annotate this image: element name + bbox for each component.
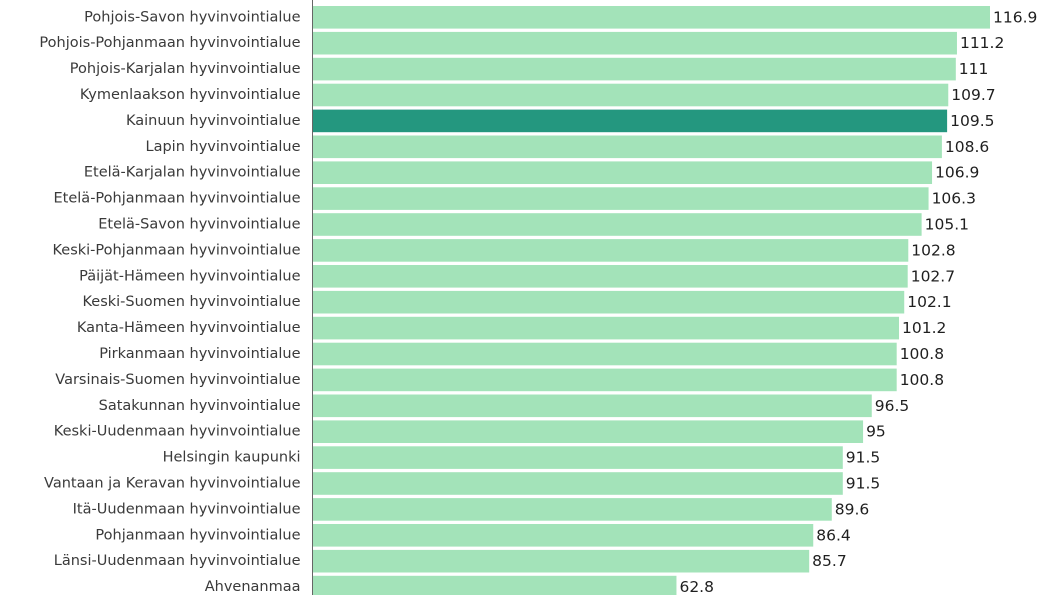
- category-label-kainuun-hyvinvointialue: Kainuun hyvinvointialue: [126, 113, 301, 129]
- category-label-lansi-uudenmaan-hyvinvointialue: Länsi-Uudenmaan hyvinvointialue: [54, 553, 301, 569]
- value-label-keski-uudenmaan-hyvinvointialue: 95: [866, 423, 886, 441]
- bar-kainuun-hyvinvointialue: [312, 109, 948, 133]
- category-label-keski-uudenmaan-hyvinvointialue: Keski-Uudenmaan hyvinvointialue: [54, 424, 301, 440]
- bar-satakunnan-hyvinvointialue: [312, 394, 872, 418]
- bar-etela-pohjanmaan-hyvinvointialue: [312, 187, 929, 210]
- category-label-pohjanmaan-hyvinvointialue: Pohjanmaan hyvinvointialue: [95, 527, 300, 543]
- value-label-pohjois-pohjanmaan-hyvinvointialue: 111.2: [960, 34, 1004, 52]
- value-label-etela-pohjanmaan-hyvinvointialue: 106.3: [932, 190, 976, 208]
- value-label-helsingin-kaupunki: 91.5: [846, 449, 881, 467]
- value-label-ahvenanmaa: 62.8: [679, 578, 714, 595]
- value-label-lansi-uudenmaan-hyvinvointialue: 85.7: [812, 552, 847, 570]
- bar-kymenlaakson-hyvinvointialue: [312, 83, 949, 107]
- category-label-vantaan-ja-keravan-hyvinvointialue: Vantaan ja Keravan hyvinvointialue: [44, 476, 301, 492]
- category-label-lapin-hyvinvointialue: Lapin hyvinvointialue: [146, 139, 301, 155]
- value-label-satakunnan-hyvinvointialue: 96.5: [875, 397, 910, 415]
- bar-vantaan-ja-keravan-hyvinvointialue: [312, 472, 843, 495]
- category-label-satakunnan-hyvinvointialue: Satakunnan hyvinvointialue: [99, 398, 301, 414]
- category-label-ahvenanmaa: Ahvenanmaa: [205, 579, 301, 595]
- category-label-etela-savon-hyvinvointialue: Etelä-Savon hyvinvointialue: [98, 217, 300, 233]
- bar-keski-pohjanmaan-hyvinvointialue: [312, 239, 909, 262]
- bar-pohjois-pohjanmaan-hyvinvointialue: [312, 31, 957, 55]
- category-label-etela-karjalan-hyvinvointialue: Etelä-Karjalan hyvinvointialue: [84, 165, 301, 181]
- value-label-ita-uudenmaan-hyvinvointialue: 89.6: [835, 500, 870, 518]
- bar-pohjois-savon-hyvinvointialue: [312, 6, 990, 29]
- category-label-varsinais-suomen-hyvinvointialue: Varsinais-Suomen hyvinvointialue: [55, 372, 300, 388]
- category-label-pohjois-savon-hyvinvointialue: Pohjois-Savon hyvinvointialue: [84, 9, 300, 25]
- value-label-keski-pohjanmaan-hyvinvointialue: 102.8: [911, 241, 955, 259]
- category-label-pirkanmaan-hyvinvointialue: Pirkanmaan hyvinvointialue: [99, 346, 300, 362]
- category-label-pohjois-karjalan-hyvinvointialue: Pohjois-Karjalan hyvinvointialue: [70, 61, 301, 77]
- value-labels-layer: 116.9 111.2 111 109.7 109.5 108.6 106.9 106.3 10…: [679, 8, 1037, 595]
- bar-etela-karjalan-hyvinvointialue: [312, 161, 933, 184]
- value-label-pohjois-savon-hyvinvointialue: 116.9: [993, 8, 1037, 26]
- category-labels-layer: Pohjois-Savon hyvinvointialue Pohjois-Poh…: [39, 9, 300, 595]
- bar-paijat-hameen-hyvinvointialue: [312, 265, 908, 288]
- category-label-keski-pohjanmaan-hyvinvointialue: Keski-Pohjanmaan hyvinvointialue: [53, 242, 301, 258]
- value-label-varsinais-suomen-hyvinvointialue: 100.8: [900, 371, 944, 389]
- value-label-pohjois-karjalan-hyvinvointialue: 111: [959, 60, 989, 78]
- bar-lansi-uudenmaan-hyvinvointialue: [312, 549, 810, 573]
- value-label-pirkanmaan-hyvinvointialue: 100.8: [900, 345, 944, 363]
- category-label-kymenlaakson-hyvinvointialue: Kymenlaakson hyvinvointialue: [80, 87, 301, 103]
- value-label-kainuun-hyvinvointialue: 109.5: [950, 112, 994, 130]
- value-label-kymenlaakson-hyvinvointialue: 109.7: [951, 86, 995, 104]
- value-label-keski-suomen-hyvinvointialue: 102.1: [907, 293, 951, 311]
- value-label-paijat-hameen-hyvinvointialue: 102.7: [911, 267, 955, 285]
- category-label-kanta-hameen-hyvinvointialue: Kanta-Hämeen hyvinvointialue: [77, 320, 301, 336]
- bar-ita-uudenmaan-hyvinvointialue: [312, 498, 832, 521]
- bars-layer: [312, 6, 990, 595]
- bar-pohjois-karjalan-hyvinvointialue: [312, 57, 956, 81]
- bar-keski-suomen-hyvinvointialue: [312, 290, 905, 314]
- bar-varsinais-suomen-hyvinvointialue: [312, 368, 897, 392]
- category-label-etela-pohjanmaan-hyvinvointialue: Etelä-Pohjanmaan hyvinvointialue: [54, 191, 301, 207]
- category-label-keski-suomen-hyvinvointialue: Keski-Suomen hyvinvointialue: [82, 294, 300, 310]
- value-label-etela-savon-hyvinvointialue: 105.1: [925, 216, 969, 234]
- category-label-pohjois-pohjanmaan-hyvinvointialue: Pohjois-Pohjanmaan hyvinvointialue: [39, 35, 300, 51]
- bar-lapin-hyvinvointialue: [312, 135, 942, 159]
- category-label-paijat-hameen-hyvinvointialue: Päijät-Hämeen hyvinvointialue: [79, 268, 300, 284]
- bar-ahvenanmaa: [312, 575, 677, 595]
- bar-helsingin-kaupunki: [312, 446, 843, 469]
- bar-pohjanmaan-hyvinvointialue: [312, 524, 814, 547]
- category-label-helsingin-kaupunki: Helsingin kaupunki: [163, 450, 301, 466]
- value-label-kanta-hameen-hyvinvointialue: 101.2: [902, 319, 946, 337]
- bar-etela-savon-hyvinvointialue: [312, 213, 922, 236]
- value-label-pohjanmaan-hyvinvointialue: 86.4: [816, 526, 851, 544]
- category-label-ita-uudenmaan-hyvinvointialue: Itä-Uudenmaan hyvinvointialue: [73, 501, 301, 517]
- value-label-lapin-hyvinvointialue: 108.6: [945, 138, 989, 156]
- bar-kanta-hameen-hyvinvointialue: [312, 316, 900, 340]
- bar-keski-uudenmaan-hyvinvointialue: [312, 420, 864, 443]
- value-label-vantaan-ja-keravan-hyvinvointialue: 91.5: [846, 475, 881, 493]
- bar-pirkanmaan-hyvinvointialue: [312, 342, 897, 366]
- value-label-etela-karjalan-hyvinvointialue: 106.9: [935, 164, 979, 182]
